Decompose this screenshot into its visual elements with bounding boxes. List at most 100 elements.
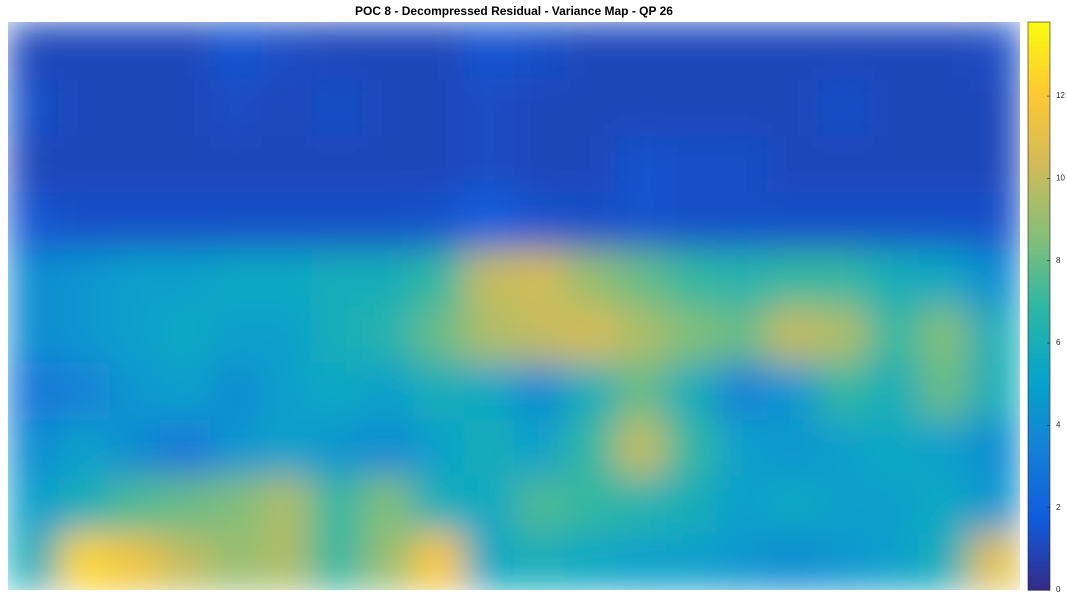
- colorbar-swatch: [1028, 472, 1050, 477]
- heatmap-cell: [160, 249, 212, 307]
- heatmap-cell: [565, 249, 617, 307]
- heatmap-cell: [312, 306, 364, 364]
- colorbar-swatch: [1028, 268, 1050, 273]
- colorbar-swatch: [1028, 486, 1050, 491]
- heatmap-cell: [514, 79, 566, 137]
- colorbar-swatch: [1028, 69, 1050, 74]
- heatmap-cell: [868, 306, 920, 364]
- heatmap-cell: [59, 249, 111, 307]
- heatmap-cell: [666, 249, 718, 307]
- colorbar-swatch: [1028, 249, 1050, 254]
- colorbar-swatch: [1028, 93, 1050, 98]
- heatmap-cell: [868, 420, 920, 478]
- colorbar-tick-label: 12: [1056, 91, 1065, 100]
- heatmap-cell: [969, 249, 1021, 307]
- colorbar-swatch: [1028, 467, 1050, 472]
- heatmap-cell: [514, 533, 566, 591]
- heatmap-cell: [210, 420, 262, 478]
- heatmap-cell: [463, 363, 515, 421]
- colorbar-swatch: [1028, 372, 1050, 377]
- heatmap-cell: [818, 249, 870, 307]
- heatmap-cell: [615, 533, 667, 591]
- heatmap-cell: [716, 363, 768, 421]
- heatmap-cell: [767, 420, 819, 478]
- heatmap-cell: [868, 79, 920, 137]
- colorbar-swatch: [1028, 311, 1050, 316]
- heatmap-cell: [716, 249, 768, 307]
- colorbar-swatch: [1028, 391, 1050, 396]
- colorbar-swatch: [1028, 315, 1050, 320]
- colorbar-tick-label: 8: [1056, 256, 1061, 265]
- colorbar-swatch: [1028, 183, 1050, 188]
- colorbar-swatch: [1028, 566, 1050, 571]
- heatmap-cell: [210, 363, 262, 421]
- heatmap-cell: [312, 136, 364, 194]
- colorbar-swatch: [1028, 173, 1050, 178]
- heatmap-cell: [767, 533, 819, 591]
- heatmap-cell: [919, 192, 971, 250]
- heatmap-cell: [261, 136, 313, 194]
- heatmap-cell: [160, 533, 212, 591]
- colorbar-swatch: [1028, 481, 1050, 486]
- colorbar-swatch: [1028, 344, 1050, 349]
- heatmap-cell: [514, 192, 566, 250]
- colorbar-tick-label: 2: [1056, 503, 1061, 512]
- heatmap-cell: [210, 192, 262, 250]
- colorbar-swatch: [1028, 145, 1050, 150]
- heatmap-cell: [615, 476, 667, 534]
- heatmap-cell: [109, 533, 161, 591]
- heatmap-cell: [463, 420, 515, 478]
- colorbar-swatch: [1028, 301, 1050, 306]
- colorbar-swatch: [1028, 155, 1050, 160]
- colorbar-swatch: [1028, 415, 1050, 420]
- colorbar-swatch: [1028, 136, 1050, 141]
- heatmap-cell: [919, 363, 971, 421]
- colorbar-swatch: [1028, 240, 1050, 245]
- heatmap-cell: [261, 249, 313, 307]
- heatmap-cell: [463, 192, 515, 250]
- heatmap-cell: [767, 136, 819, 194]
- heatmap-cell: [919, 476, 971, 534]
- heatmap-cell: [969, 420, 1021, 478]
- colorbar-swatch: [1028, 230, 1050, 235]
- colorbar-swatch: [1028, 410, 1050, 415]
- heatmap-cell: [8, 306, 60, 364]
- heatmap-cell: [969, 306, 1021, 364]
- heatmap-cell: [919, 136, 971, 194]
- heatmap-cell: [8, 363, 60, 421]
- heatmap-cell: [312, 192, 364, 250]
- colorbar-swatch: [1028, 131, 1050, 136]
- heatmap-cell: [868, 22, 920, 80]
- heatmap-cell: [767, 363, 819, 421]
- heatmap-cell: [969, 476, 1021, 534]
- heatmap-cell: [210, 22, 262, 80]
- heatmap-cell: [362, 22, 414, 80]
- heatmap-cell: [109, 136, 161, 194]
- colorbar-swatch: [1028, 349, 1050, 354]
- colorbar-swatch: [1028, 126, 1050, 131]
- heatmap-cell: [716, 420, 768, 478]
- colorbar-swatch: [1028, 528, 1050, 533]
- colorbar-swatch: [1028, 363, 1050, 368]
- heatmap-cell: [109, 306, 161, 364]
- heatmap-cell: [59, 363, 111, 421]
- heatmap-cell: [413, 249, 465, 307]
- colorbar-swatch: [1028, 88, 1050, 93]
- colorbar-swatch: [1028, 207, 1050, 212]
- heatmap-cell: [565, 420, 617, 478]
- heatmap-cell: [109, 476, 161, 534]
- heatmap-cell: [160, 306, 212, 364]
- plot-area: [8, 22, 1021, 591]
- colorbar-swatch: [1028, 334, 1050, 339]
- colorbar-swatch: [1028, 188, 1050, 193]
- heatmap-cell: [767, 476, 819, 534]
- colorbar-swatch: [1028, 169, 1050, 174]
- heatmap-cell: [109, 363, 161, 421]
- heatmap-cell: [160, 420, 212, 478]
- heatmap-cell: [868, 192, 920, 250]
- heatmap-cell: [919, 79, 971, 137]
- heatmap-cell: [59, 420, 111, 478]
- heatmap-cell: [312, 363, 364, 421]
- colorbar-swatch: [1028, 448, 1050, 453]
- heatmap-cell: [666, 79, 718, 137]
